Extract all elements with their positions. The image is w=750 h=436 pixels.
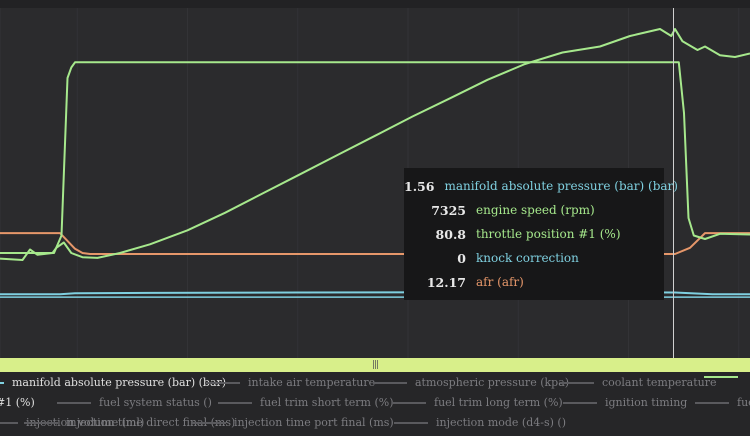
legend-label: manifold absolute pressure (bar) (bar) bbox=[12, 376, 227, 389]
series-line-map bbox=[0, 291, 750, 296]
legend-item[interactable]: fuel trim short term (%) bbox=[218, 396, 393, 409]
tooltip-label: knock correction bbox=[476, 251, 579, 265]
legend-label: injection volume (ml) bbox=[26, 416, 145, 429]
legend-swatch bbox=[206, 381, 240, 384]
chart-tooltip: 1.56 manifold absolute pressure (bar) (ba… bbox=[404, 168, 678, 300]
legend-item[interactable]: intake air temperature bbox=[206, 376, 375, 389]
panel-splitter[interactable]: ||| bbox=[0, 358, 750, 372]
tooltip-row: 0 knock correction bbox=[404, 246, 664, 270]
legend-item[interactable]: ignition timing bbox=[563, 396, 687, 409]
tooltip-value: 12.17 bbox=[426, 274, 466, 290]
tooltip-value: 7325 bbox=[431, 202, 466, 218]
legend-label: fuel trim short term (%) bbox=[260, 396, 394, 409]
legend-swatch bbox=[394, 421, 428, 424]
tooltip-value: 1.56 bbox=[404, 178, 435, 194]
legend-swatch bbox=[0, 421, 18, 424]
top-bar bbox=[0, 0, 750, 8]
tooltip-row: 80.8 throttle position #1 (%) bbox=[404, 222, 664, 246]
legend-row: injection volume (ml) injection time dire… bbox=[0, 413, 750, 433]
line-chart[interactable] bbox=[0, 8, 750, 358]
legend-swatch bbox=[563, 401, 597, 404]
legend-swatch bbox=[560, 381, 594, 384]
legend-swatch bbox=[57, 401, 91, 404]
legend-label: ignition timing bbox=[605, 396, 688, 409]
legend-label: coolant temperature bbox=[602, 376, 717, 389]
legend-item[interactable] bbox=[704, 376, 746, 378]
legend-swatch bbox=[695, 401, 729, 404]
tooltip-label: afr (afr) bbox=[476, 275, 524, 289]
legend-label: injection mode (d4-s) () bbox=[436, 416, 566, 429]
legend-item[interactable]: fuel trim long term (%) bbox=[392, 396, 563, 409]
legend-label: intake air temperature bbox=[248, 376, 376, 389]
series-line-rpm bbox=[0, 28, 750, 261]
legend-label: atmospheric pressure (kpa) bbox=[415, 376, 570, 389]
legend-label: injection time direct final (ms) bbox=[66, 416, 236, 429]
series-legend: manifold absolute pressure (bar) (bar) in… bbox=[0, 372, 750, 436]
legend-label: fuel trim long term (%) bbox=[434, 396, 563, 409]
legend-item[interactable]: #1 (%) bbox=[0, 396, 35, 409]
tooltip-label: throttle position #1 (%) bbox=[476, 227, 621, 241]
splitter-grip-icon[interactable]: ||| bbox=[371, 360, 379, 370]
series-line-tps bbox=[0, 61, 750, 254]
legend-item[interactable]: coolant temperature bbox=[560, 376, 717, 389]
legend-label: injection time port final (ms) bbox=[234, 416, 394, 429]
legend-item[interactable]: injection time direct final (ms) bbox=[24, 416, 235, 429]
legend-label: fuel bbox=[737, 396, 750, 409]
legend-swatch bbox=[373, 381, 407, 384]
legend-item[interactable]: fuel bbox=[695, 396, 750, 409]
legend-swatch bbox=[704, 376, 738, 378]
legend-item[interactable]: manifold absolute pressure (bar) (bar) bbox=[0, 376, 226, 389]
legend-swatch bbox=[24, 421, 58, 424]
chart-area[interactable]: 1.56 manifold absolute pressure (bar) (ba… bbox=[0, 8, 750, 358]
tooltip-row: 7325 engine speed (rpm) bbox=[404, 198, 664, 222]
legend-item[interactable]: injection mode (d4-s) () bbox=[394, 416, 566, 429]
legend-item[interactable]: fuel system status () bbox=[57, 396, 212, 409]
legend-row: manifold absolute pressure (bar) (bar) in… bbox=[0, 373, 750, 393]
tooltip-value: 80.8 bbox=[435, 226, 466, 242]
tooltip-label: manifold absolute pressure (bar) (bar) bbox=[444, 179, 678, 193]
legend-item[interactable]: atmospheric pressure (kpa) bbox=[373, 376, 569, 389]
legend-swatch bbox=[192, 421, 226, 424]
legend-swatch bbox=[218, 401, 252, 404]
tooltip-row: 12.17 afr (afr) bbox=[404, 270, 664, 294]
tooltip-label: engine speed (rpm) bbox=[476, 203, 595, 217]
legend-item[interactable]: injection time port final (ms) bbox=[192, 416, 394, 429]
legend-label: #1 (%) bbox=[0, 396, 35, 409]
legend-swatch bbox=[392, 401, 426, 404]
tooltip-row: 1.56 manifold absolute pressure (bar) (ba… bbox=[404, 174, 678, 198]
tooltip-value: 0 bbox=[457, 250, 466, 266]
legend-swatch bbox=[0, 381, 4, 384]
legend-row: #1 (%) fuel system status () fuel trim sho… bbox=[0, 393, 750, 413]
legend-item[interactable]: injection volume (ml) bbox=[0, 416, 144, 429]
legend-label: fuel system status () bbox=[99, 396, 212, 409]
